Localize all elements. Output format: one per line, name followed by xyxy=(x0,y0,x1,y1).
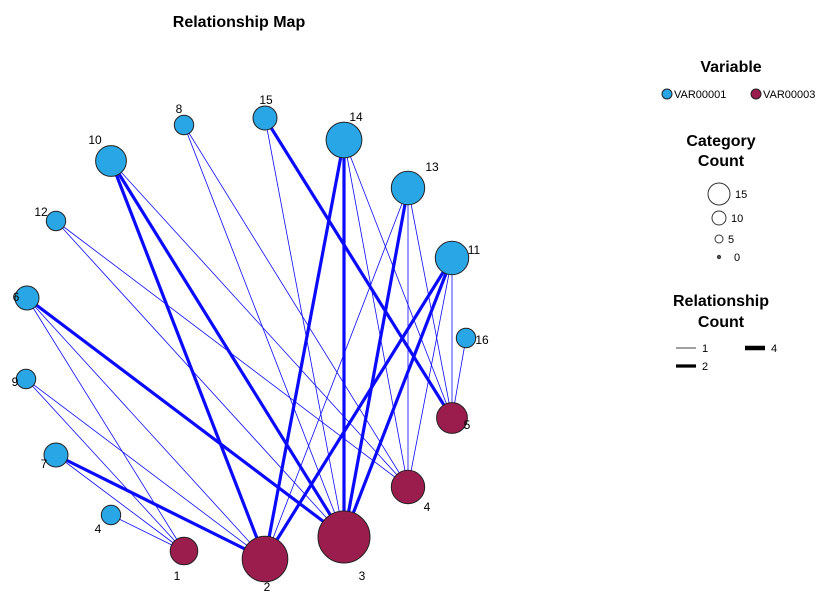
node-label-3: 3 xyxy=(359,569,366,583)
node-label-16: 16 xyxy=(475,333,489,347)
legend-category-circle-15 xyxy=(707,182,731,206)
node-label-1: 1 xyxy=(174,569,181,583)
edges-layer xyxy=(25,117,467,561)
node-var00001-8 xyxy=(173,114,195,136)
node-var00003-5 xyxy=(436,402,468,434)
node-var00003-1 xyxy=(169,536,199,566)
node-var00001-12 xyxy=(45,210,67,232)
legend-var2-label: VAR00003 xyxy=(763,89,815,101)
edge-10-2 xyxy=(109,160,267,560)
node-var00001-6 xyxy=(14,285,40,311)
legend-relationship-count-title-2: Count xyxy=(698,314,745,331)
legend-category-label-10: 10 xyxy=(731,213,743,225)
edge-6-3 xyxy=(26,296,345,539)
legend: Variable VAR00001 VAR00003 Category Coun… xyxy=(661,59,815,373)
edge-6-2 xyxy=(26,297,266,560)
edge-8-4 xyxy=(183,124,409,488)
legend-category-count-items: 15 10 50 xyxy=(707,182,747,264)
node-var00001-7 xyxy=(43,442,69,468)
node-label-13: 13 xyxy=(425,160,439,174)
edge-15-3 xyxy=(264,117,345,538)
legend-relationship-label-1: 1 xyxy=(702,343,708,355)
node-label-14: 14 xyxy=(349,110,363,124)
node-var00001-14 xyxy=(325,121,363,159)
legend-category-circle-5 xyxy=(714,234,724,244)
edge-7-2 xyxy=(55,453,266,561)
nodes-layer xyxy=(14,105,477,583)
chart-title: Relationship Map xyxy=(173,14,306,31)
node-label-4: 4 xyxy=(95,522,102,536)
legend-variable-title: Variable xyxy=(700,59,761,76)
node-label-5: 5 xyxy=(464,418,471,432)
node-var00001-15 xyxy=(252,105,278,131)
legend-category-label-5: 5 xyxy=(728,234,734,246)
edge-11-2 xyxy=(263,257,454,560)
edge-11-4 xyxy=(407,257,453,488)
edge-13-5 xyxy=(407,187,453,419)
node-var00001-13 xyxy=(390,170,426,206)
edge-10-3 xyxy=(109,160,346,538)
node-label-8: 8 xyxy=(176,102,183,116)
legend-var1-swatch xyxy=(661,88,673,100)
node-label-12: 12 xyxy=(34,205,48,219)
node-label-6: 6 xyxy=(13,290,20,304)
node-var00001-9 xyxy=(15,368,37,390)
node-var00003-4 xyxy=(390,469,426,505)
edge-12-3 xyxy=(55,220,345,538)
legend-relationship-count-items: 1 2 4 xyxy=(676,343,777,373)
edge-10-4 xyxy=(110,160,409,488)
legend-relationship-label-4: 4 xyxy=(771,343,777,355)
node-label-15: 15 xyxy=(259,93,273,107)
node-var00003-2 xyxy=(241,535,289,583)
node-label-10: 10 xyxy=(88,133,102,147)
edge-9-1 xyxy=(25,378,185,552)
legend-var2-swatch xyxy=(750,88,762,100)
node-var00003-3 xyxy=(317,510,371,564)
legend-category-count-title-2: Count xyxy=(698,153,745,170)
node-label-2: 2 xyxy=(264,580,271,593)
edge-14-4 xyxy=(343,139,409,488)
edge-13-3 xyxy=(342,187,410,538)
node-label-4: 4 xyxy=(424,500,431,514)
legend-category-label-0: 0 xyxy=(734,252,740,264)
node-var00001-10 xyxy=(95,145,127,177)
node-var00001-11 xyxy=(434,240,470,276)
node-label-7: 7 xyxy=(41,457,48,471)
edge-6-1 xyxy=(26,297,185,552)
edge-8-3 xyxy=(183,124,345,538)
edge-13-2 xyxy=(264,187,409,560)
node-var00001-16 xyxy=(455,327,477,349)
legend-category-circle-10 xyxy=(711,210,727,226)
edge-7-1 xyxy=(55,454,185,552)
edge-11-3 xyxy=(342,257,454,538)
legend-var1-label: VAR00001 xyxy=(674,89,726,101)
legend-relationship-count-title-1: Relationship xyxy=(673,293,769,310)
legend-category-label-15: 15 xyxy=(735,189,747,201)
edge-14-5 xyxy=(343,139,453,419)
node-label-11: 11 xyxy=(468,243,481,257)
node-label-9: 9 xyxy=(12,375,19,389)
edge-9-2 xyxy=(25,378,266,560)
node-var00001-4 xyxy=(100,504,122,526)
edge-12-4 xyxy=(55,220,409,488)
legend-category-circle-0 xyxy=(716,254,722,260)
edge-15-5 xyxy=(263,117,454,419)
legend-relationship-label-2: 2 xyxy=(702,361,708,373)
legend-category-count-title-1: Category xyxy=(686,133,755,150)
